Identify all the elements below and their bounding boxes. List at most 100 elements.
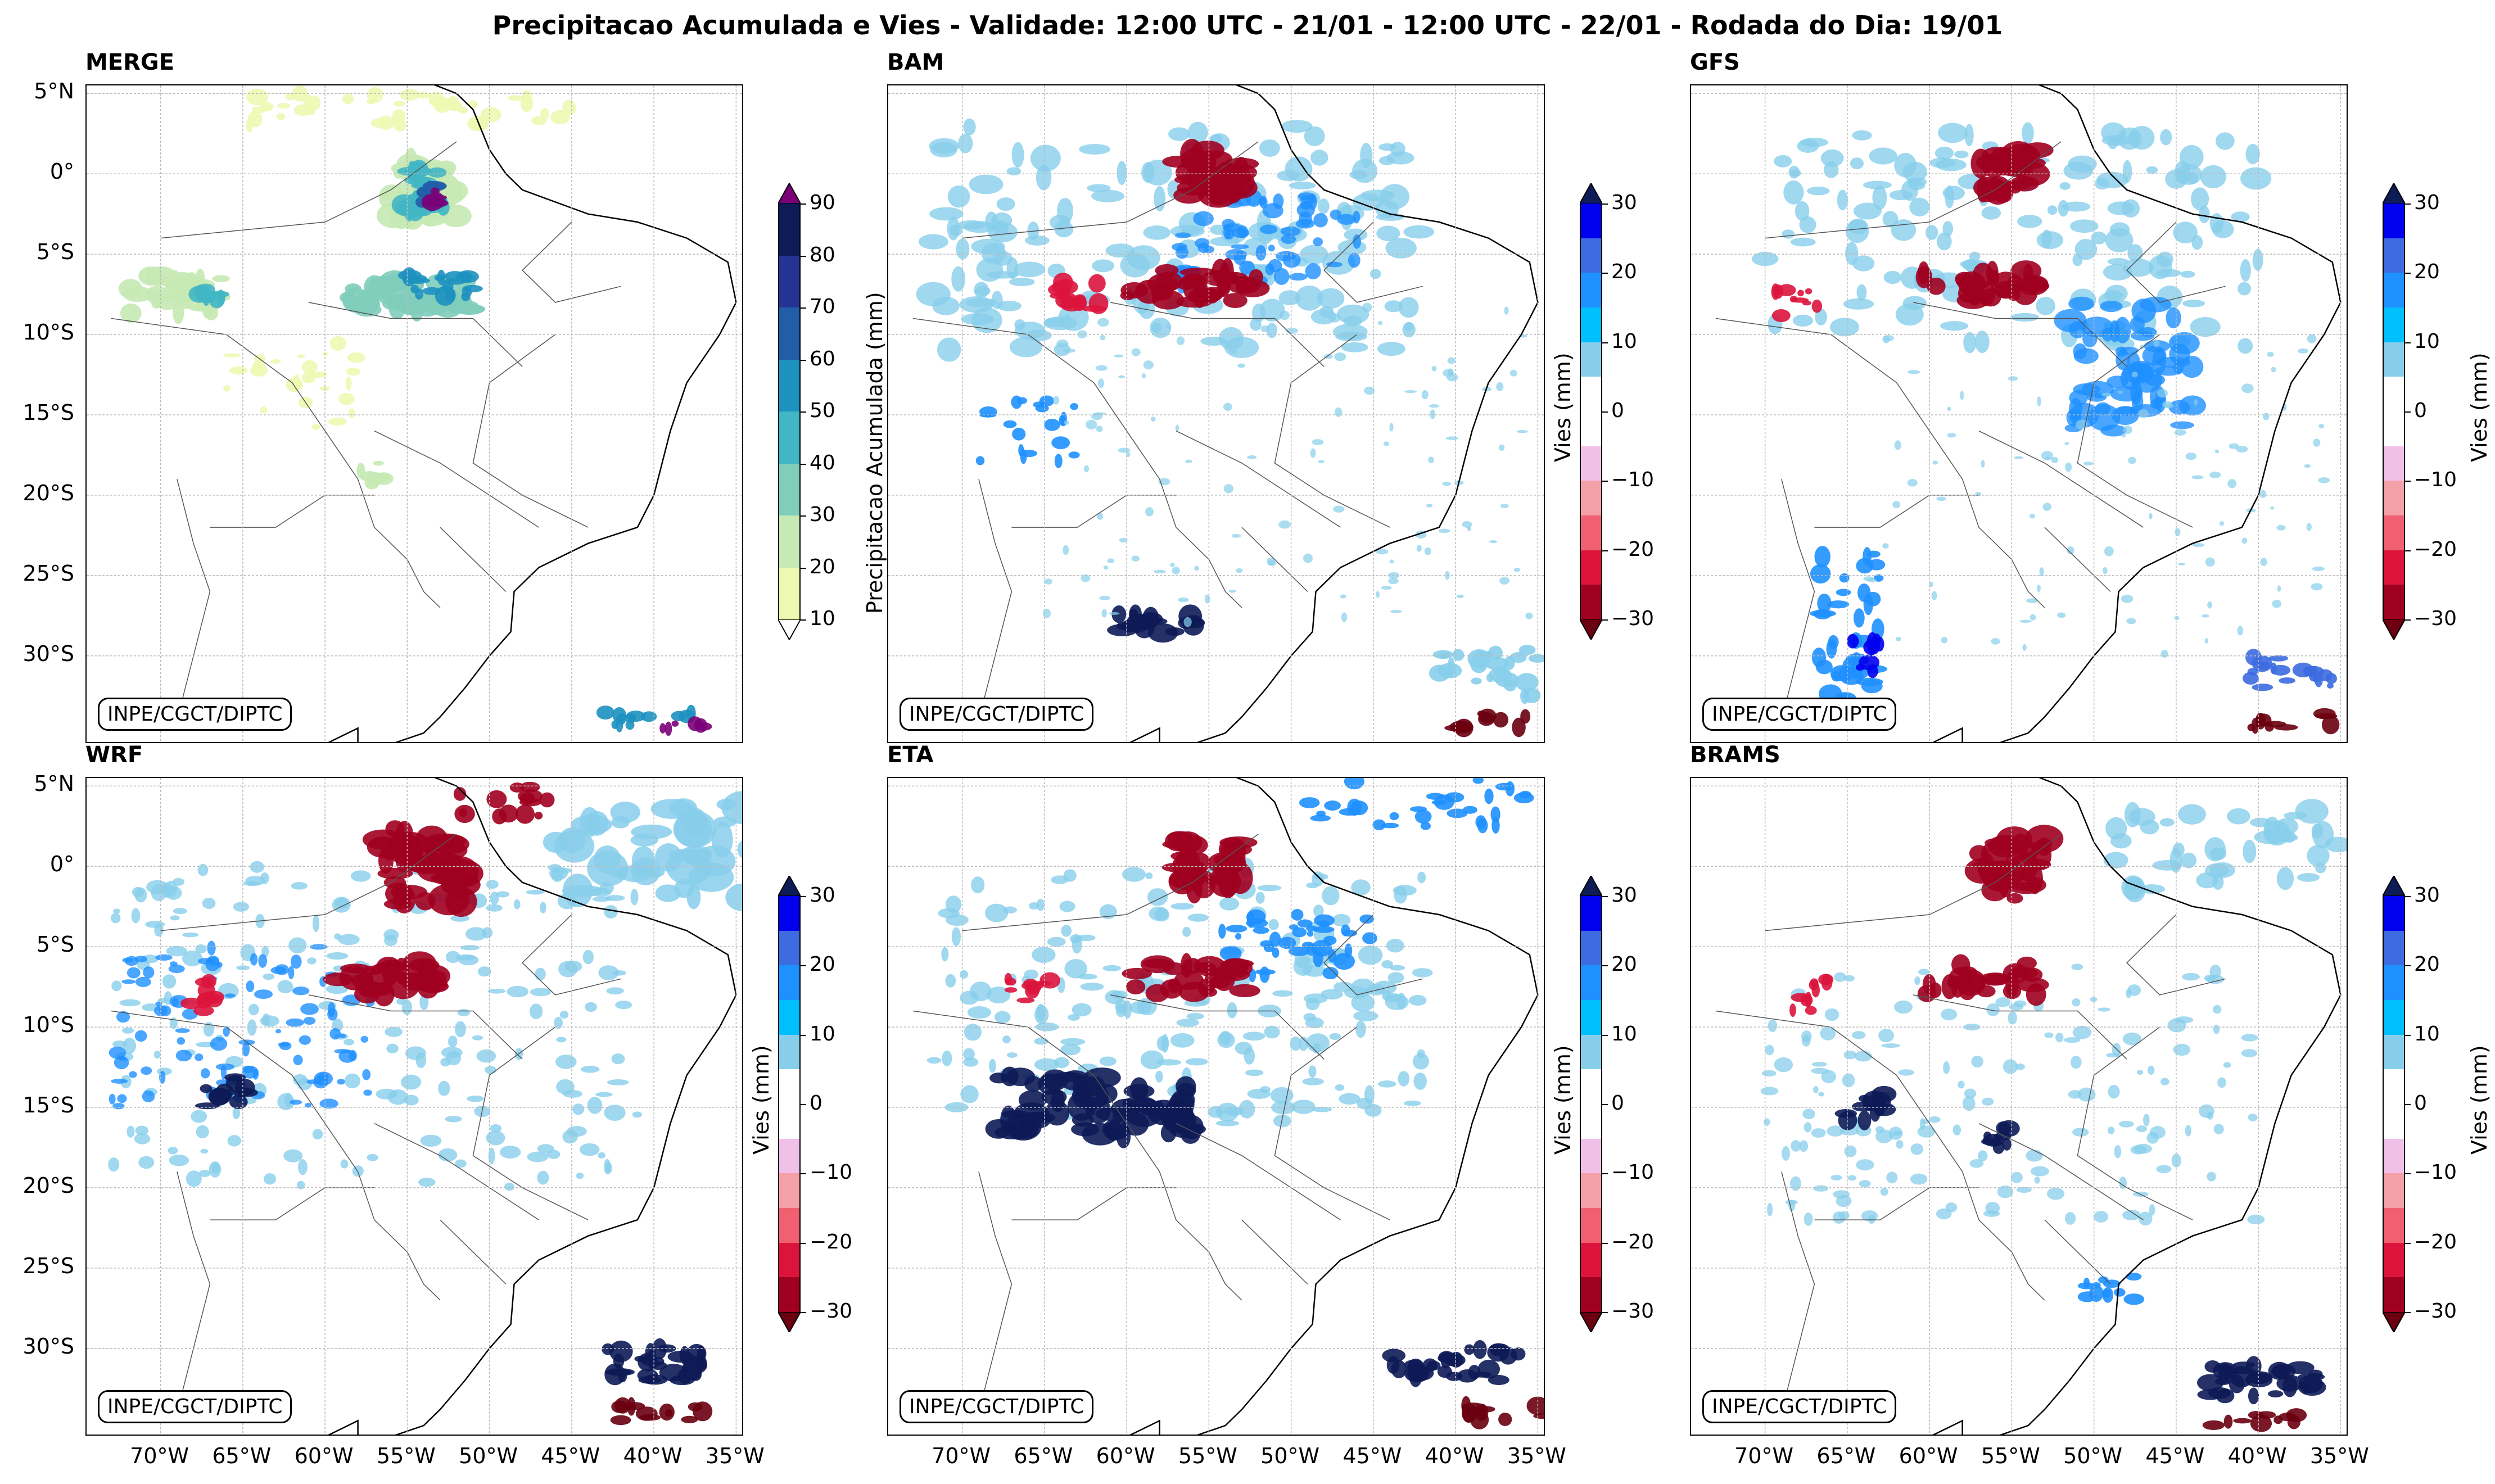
field-patch: [135, 976, 151, 987]
field-patch: [2072, 1128, 2089, 1137]
field-patch: [974, 282, 989, 298]
field-patch: [2070, 219, 2099, 233]
field-patch: [1894, 1000, 1913, 1014]
field-patch: [1166, 324, 1171, 329]
field-patch: [212, 275, 230, 282]
lon-tick-label: 70°W: [1734, 1444, 1794, 1468]
field-patch: [2067, 546, 2074, 555]
field-patch: [1498, 1412, 1512, 1426]
field-patch: [205, 957, 220, 971]
field-patch: [1977, 985, 1996, 998]
field-patch: [1910, 1173, 1928, 1185]
field-patch: [1185, 459, 1192, 464]
field-patch: [1219, 897, 1240, 911]
field-patch: [1380, 184, 1410, 210]
field-patch: [929, 207, 964, 221]
field-patch: [2082, 331, 2098, 347]
field-patch: [2010, 1171, 2023, 1183]
field-patch: [400, 304, 428, 314]
colorbar-tick-label: 80: [810, 243, 835, 266]
field-patch: [487, 988, 506, 994]
field-patch: [486, 790, 507, 808]
field-patch: [2197, 1389, 2223, 1400]
field-patch: [200, 1084, 213, 1093]
colorbar-tick-mark: [801, 567, 806, 569]
colorbar-tick-mark: [801, 965, 806, 967]
field-patch: [1058, 304, 1089, 331]
field-patch: [602, 1343, 614, 1355]
field-patch: [1064, 958, 1088, 979]
field-patch: [2119, 1177, 2127, 1189]
colorbar-segment: [2383, 1000, 2405, 1035]
field-patch: [446, 300, 479, 311]
field-patch: [1030, 144, 1061, 172]
state-border: [522, 914, 621, 996]
field-patch: [1236, 279, 1270, 297]
field-patch: [1445, 436, 1458, 440]
field-patch: [1018, 1090, 1047, 1110]
field-patch: [682, 807, 707, 836]
field-patch: [1813, 1085, 1819, 1094]
field-patch: [1079, 144, 1110, 155]
field-patch: [2055, 1033, 2064, 1043]
field-patch: [1431, 365, 1437, 372]
field-patch: [1398, 1071, 1410, 1087]
field-patch: [252, 1069, 259, 1080]
field-patch: [2321, 715, 2340, 735]
field-patch: [2109, 222, 2130, 237]
colorbar-tick-mark: [2405, 896, 2411, 897]
field-patch: [1259, 224, 1278, 234]
field-patch: [2267, 351, 2274, 357]
field-patch: [2068, 296, 2095, 311]
map-area: INPE/CGCT/DIPTC: [887, 777, 1545, 1436]
field-patch: [1343, 315, 1363, 327]
field-patch: [2077, 1282, 2095, 1290]
field-patch: [223, 1026, 230, 1037]
field-patch: [177, 1037, 186, 1045]
field-patch: [1947, 976, 1971, 990]
field-patch: [1336, 214, 1357, 225]
field-patch: [1025, 983, 1039, 999]
field-patch: [1278, 520, 1291, 529]
field-patch: [2178, 395, 2206, 416]
colorbar-segment: [2383, 481, 2405, 516]
field-patch: [1301, 942, 1314, 949]
field-patch: [2059, 182, 2071, 190]
field-patch: [1303, 553, 1313, 563]
colorbar-tick-mark: [801, 307, 806, 309]
colorbar-tick-label: −10: [810, 1161, 852, 1184]
field-patch: [1012, 427, 1026, 441]
field-patch: [531, 116, 546, 125]
field-patch: [1229, 350, 1238, 354]
colorbar-segment: [2383, 307, 2405, 343]
field-patch: [1072, 295, 1087, 311]
field-patch: [1052, 279, 1078, 295]
field-patch: [1099, 595, 1111, 600]
field-patch: [1842, 1073, 1855, 1088]
field-patch: [303, 1016, 316, 1025]
field-patch: [1943, 1061, 1950, 1074]
field-patch: [1964, 1088, 1977, 1099]
field-patch: [1830, 1175, 1842, 1180]
field-patch: [155, 954, 173, 961]
field-patch: [457, 1008, 470, 1016]
colorbar-tick-label: 0: [1611, 1092, 1624, 1115]
field-patch: [716, 799, 736, 811]
field-patch: [611, 1053, 625, 1065]
colorbar-tick-label: 10: [1611, 329, 1637, 353]
field-patch: [1162, 962, 1186, 975]
field-patch: [2307, 334, 2317, 343]
field-patch: [1332, 913, 1351, 927]
field-patch: [2044, 1032, 2054, 1038]
field-patch: [2174, 1016, 2194, 1024]
field-patch: [564, 960, 582, 972]
lat-tick-label: 25°S: [22, 560, 74, 586]
field-patch: [1016, 997, 1035, 1003]
field-patch: [1185, 1058, 1208, 1066]
colorbar-tick-mark: [2405, 273, 2411, 274]
field-patch: [1975, 331, 1990, 354]
colorbar-tick-mark: [801, 411, 806, 413]
field-patch: [1118, 447, 1131, 453]
field-patch: [1092, 259, 1115, 273]
field-patch: [1107, 558, 1115, 563]
